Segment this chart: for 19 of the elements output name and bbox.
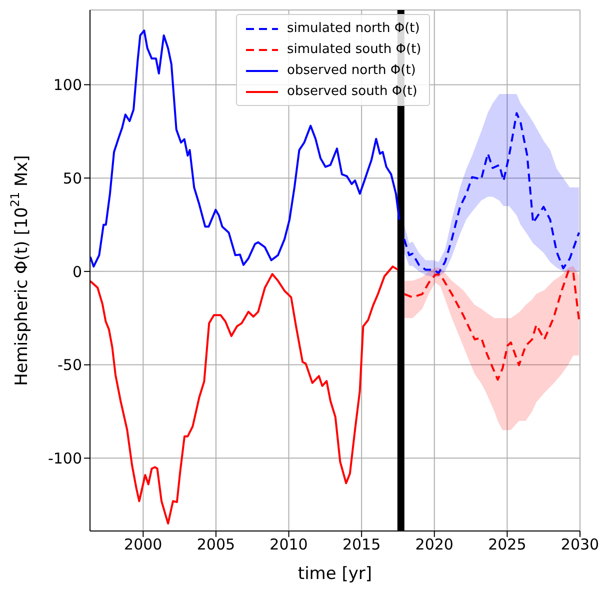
line-series <box>403 270 580 381</box>
legend-label: observed north Φ(t) <box>287 63 416 78</box>
x-tick-label: 2020 <box>415 536 454 554</box>
line-series <box>90 266 399 525</box>
x-tick-label: 2000 <box>124 536 162 554</box>
x-tick-label: 2030 <box>560 536 600 554</box>
x-tick-label: 2010 <box>270 536 308 554</box>
x-axis-title: time [yr] <box>298 564 372 584</box>
y-tick-label: -100 <box>48 449 82 468</box>
y-tick-label: -50 <box>58 356 82 374</box>
y-tick-label: 100 <box>53 76 82 94</box>
legend-label: simulated north Φ(t) <box>287 21 420 36</box>
legend-label: observed south Φ(t) <box>287 84 418 99</box>
x-tick-label: 2015 <box>342 536 381 554</box>
y-tick-label: 0 <box>72 262 82 281</box>
legend-label: simulated south Φ(t) <box>287 42 422 57</box>
x-tick-label: 2025 <box>488 536 526 554</box>
y-tick-label: 50 <box>62 169 82 188</box>
x-tick-label: 2005 <box>196 536 236 554</box>
